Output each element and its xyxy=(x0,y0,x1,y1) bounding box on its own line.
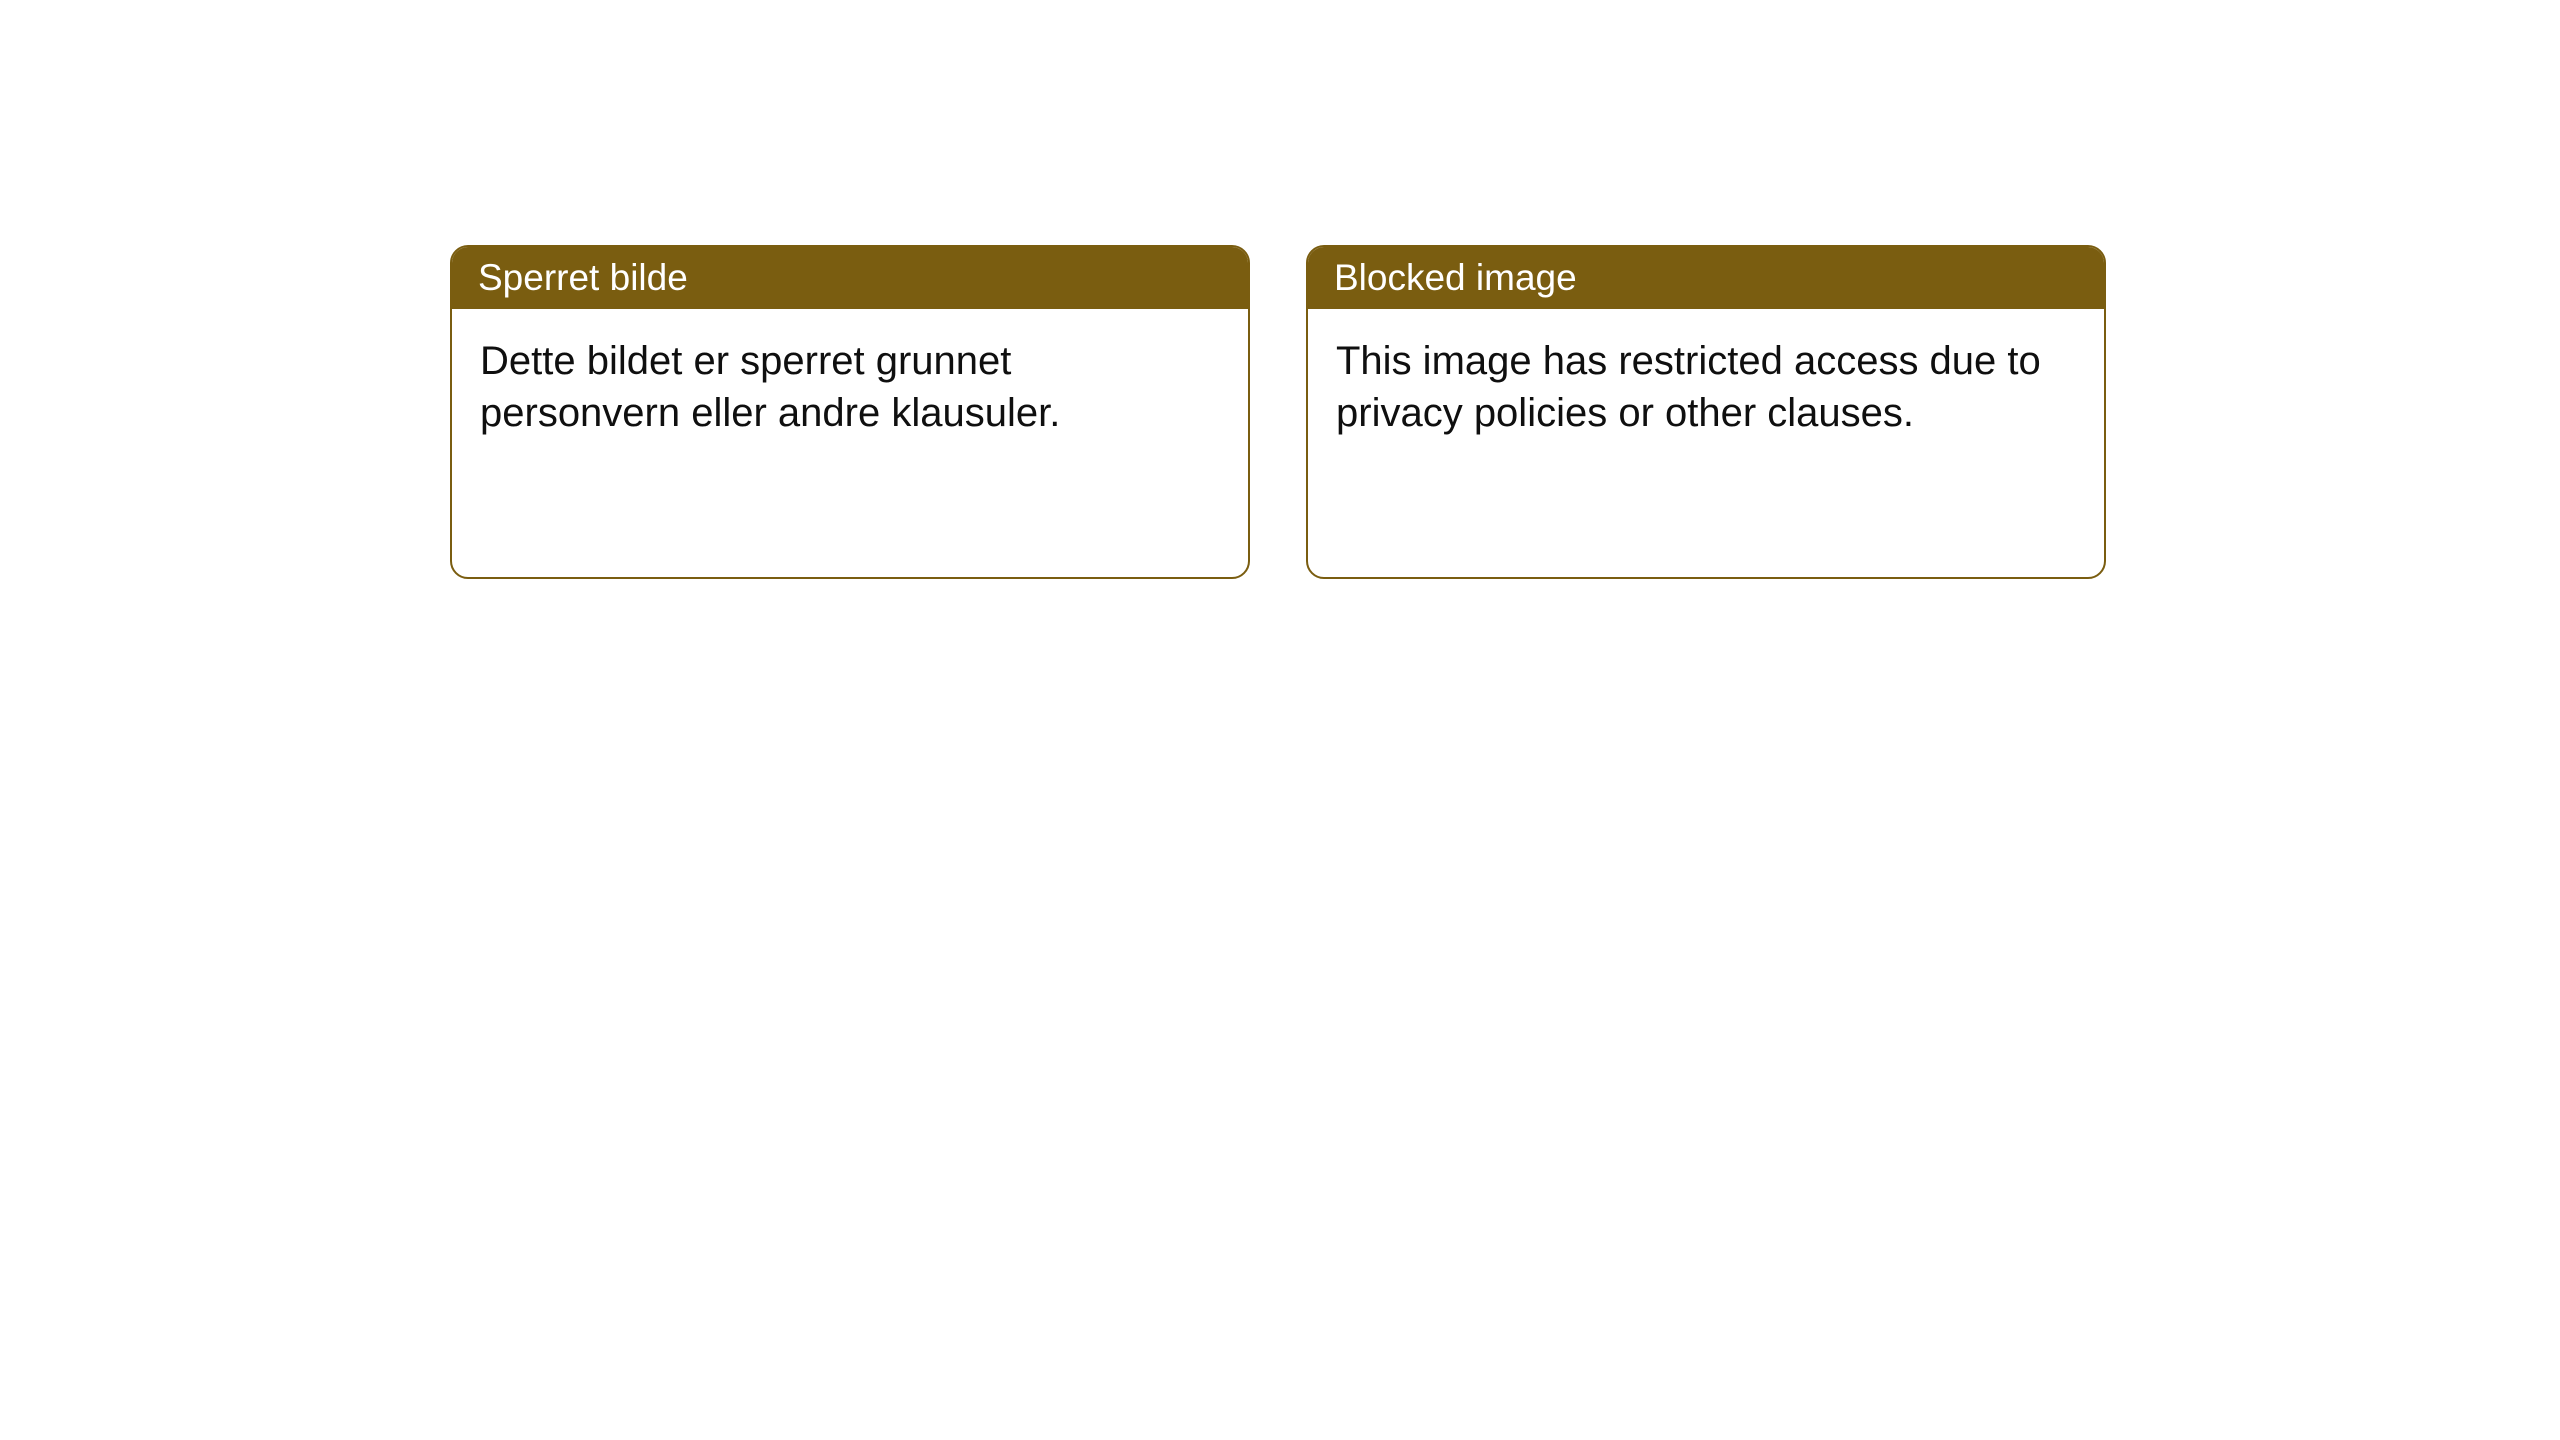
card-message: This image has restricted access due to … xyxy=(1336,339,2041,435)
card-header-norwegian: Sperret bilde xyxy=(452,247,1248,309)
card-title: Sperret bilde xyxy=(478,257,688,298)
card-title: Blocked image xyxy=(1334,257,1577,298)
card-message: Dette bildet er sperret grunnet personve… xyxy=(480,339,1060,435)
notice-cards-container: Sperret bilde Dette bildet er sperret gr… xyxy=(0,0,2560,579)
notice-card-english: Blocked image This image has restricted … xyxy=(1306,245,2106,579)
card-body-norwegian: Dette bildet er sperret grunnet personve… xyxy=(452,309,1248,465)
notice-card-norwegian: Sperret bilde Dette bildet er sperret gr… xyxy=(450,245,1250,579)
card-body-english: This image has restricted access due to … xyxy=(1308,309,2104,465)
card-header-english: Blocked image xyxy=(1308,247,2104,309)
